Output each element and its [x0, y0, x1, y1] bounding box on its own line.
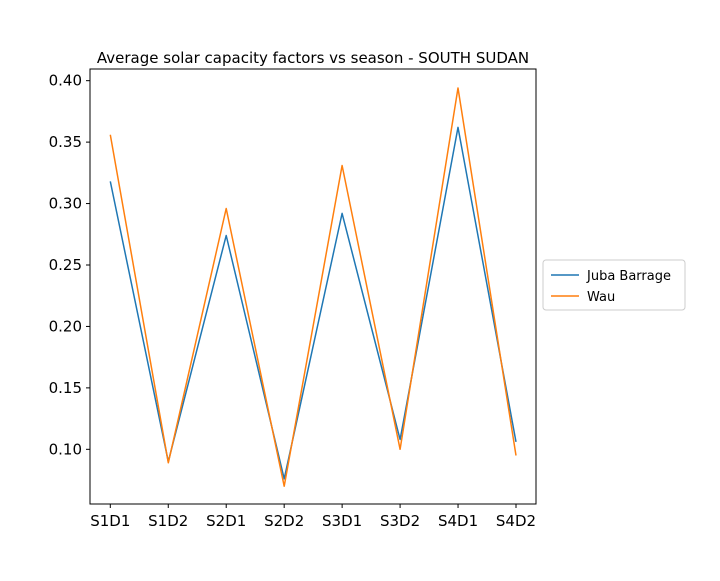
- chart-title: Average solar capacity factors vs season…: [97, 49, 529, 67]
- series-layer: [110, 88, 516, 486]
- y-tick-label: 0.20: [49, 317, 82, 335]
- y-tick-label: 0.15: [49, 379, 82, 397]
- y-tick-label: 0.40: [49, 72, 82, 90]
- y-tick-label: 0.30: [49, 195, 82, 213]
- plot-frame: [90, 69, 536, 504]
- legend-label-1: Juba Barrage: [586, 269, 671, 284]
- series-line-2: [110, 88, 516, 486]
- x-tick-label: S4D1: [438, 512, 478, 530]
- y-tick-label: 0.35: [49, 133, 82, 151]
- x-tick-label: S1D1: [90, 512, 130, 530]
- x-tick-label: S3D1: [322, 512, 362, 530]
- y-tick-label: 0.25: [49, 256, 82, 274]
- x-tick-label: S1D2: [148, 512, 188, 530]
- y-tick-label: 0.10: [49, 440, 82, 458]
- x-tick-label: S4D2: [496, 512, 536, 530]
- series-line-1: [110, 127, 516, 478]
- legend-label-2: Wau: [587, 290, 615, 305]
- x-tick-label: S2D2: [264, 512, 304, 530]
- legend: Juba Barrage Wau: [543, 260, 685, 310]
- axes: S1D1 S1D2 S2D1 S2D2 S3D1 S3D2 S4D1 S4D2 0.10 0.15…: [49, 69, 536, 530]
- x-tick-label: S3D2: [380, 512, 420, 530]
- x-tick-label: S2D1: [206, 512, 246, 530]
